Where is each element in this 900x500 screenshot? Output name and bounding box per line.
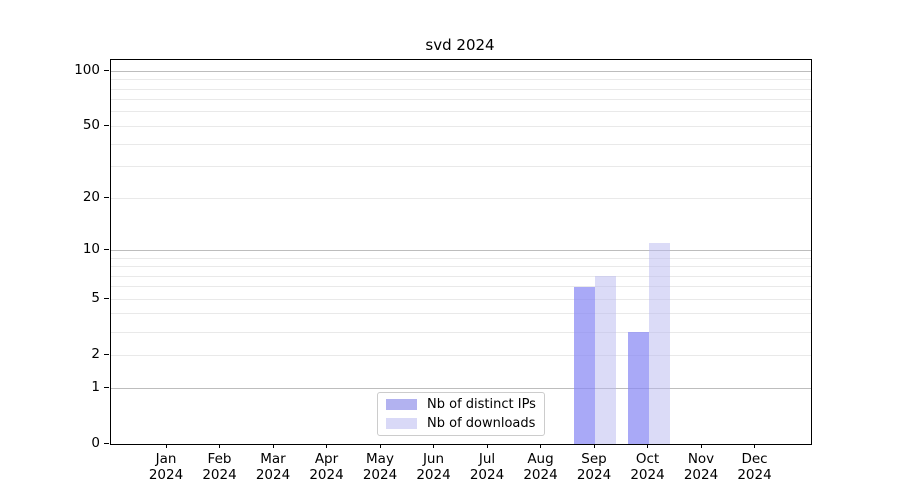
y-axis-tick-label: 100 [74, 62, 100, 79]
y-axis-tick-label: 5 [91, 290, 100, 307]
bar-downloads [648, 243, 670, 444]
y-gridline-minor [111, 99, 811, 101]
y-tick-mark [104, 297, 109, 299]
x-axis-tick-label: Aug 2024 [509, 451, 573, 483]
legend-item-downloads: Nb of downloads [386, 416, 536, 431]
legend-label-downloads: Nb of downloads [427, 415, 536, 431]
y-tick-mark [104, 386, 109, 388]
y-gridline-minor [111, 111, 811, 113]
x-tick-year: 2024 [737, 467, 772, 483]
x-tick-month: Oct [635, 451, 660, 467]
legend-swatch-downloads [386, 417, 417, 429]
x-tick-month: Aug [527, 451, 554, 467]
y-gridline-minor [111, 143, 811, 145]
legend: Nb of distinct IPs Nb of downloads [377, 392, 545, 436]
x-axis-tick-label: Sep 2024 [562, 451, 626, 483]
y-tick-mark [104, 353, 109, 355]
x-axis-tick-label: Jul 2024 [455, 451, 519, 483]
x-tick-month: Dec [741, 451, 768, 467]
y-gridline-minor [111, 331, 811, 333]
x-tick-year: 2024 [362, 467, 398, 483]
y-axis-tick-label: 1 [91, 379, 100, 395]
x-tick-month: Jul [478, 451, 496, 467]
bar-downloads [595, 276, 616, 444]
x-axis-tick-label: Nov 2024 [669, 451, 733, 483]
y-gridline-minor [111, 197, 811, 199]
x-tick-month: Feb [207, 451, 232, 467]
y-axis-tick-label: 10 [82, 241, 100, 258]
x-axis-tick-label: Apr 2024 [295, 451, 359, 483]
y-axis-tick-label: 2 [91, 346, 100, 363]
y-axis-tick-label: 20 [82, 189, 100, 206]
legend-label-distinct-ips: Nb of distinct IPs [427, 397, 536, 413]
y-gridline-minor [111, 266, 811, 267]
y-axis-tick-label: 0 [91, 435, 100, 451]
y-tick-mark [104, 69, 109, 71]
x-tick-year: 2024 [523, 467, 558, 483]
x-tick-month: Jan [155, 451, 177, 467]
x-axis-tick-label: Mar 2024 [241, 451, 305, 483]
y-gridline-minor [111, 257, 811, 259]
bar-distinct-ips [574, 286, 595, 444]
x-tick-mark [326, 444, 327, 448]
y-gridline-minor [111, 275, 811, 277]
x-tick-mark [165, 444, 167, 448]
y-axis-tick-label: 50 [82, 117, 100, 134]
x-tick-month: Mar [260, 451, 286, 467]
x-tick-mark [433, 444, 434, 448]
x-tick-mark [219, 444, 220, 448]
x-tick-month: Nov [687, 451, 715, 467]
y-gridline-minor [111, 79, 811, 81]
y-gridline-minor [111, 125, 811, 127]
legend-item-distinct-ips: Nb of distinct IPs [386, 397, 536, 412]
y-tick-mark [104, 196, 109, 198]
x-axis-tick-label: Feb 2024 [188, 451, 252, 483]
x-tick-year: 2024 [576, 467, 612, 483]
x-tick-mark [540, 444, 541, 448]
x-axis-tick-label: Dec 2024 [723, 451, 787, 483]
x-axis-tick-label: Jun 2024 [402, 451, 466, 483]
y-gridline-major [111, 387, 811, 389]
x-tick-mark [486, 444, 488, 448]
y-gridline-major [111, 249, 811, 251]
x-tick-year: 2024 [309, 467, 344, 483]
x-tick-month: Sep [581, 451, 607, 467]
y-gridline-minor [111, 166, 811, 168]
x-tick-mark [379, 444, 381, 448]
chart-title: svd 2024 [425, 36, 495, 54]
y-gridline-minor [111, 286, 811, 288]
x-tick-month: Jun [422, 451, 445, 467]
x-tick-year: 2024 [630, 467, 665, 483]
x-tick-mark [700, 444, 702, 448]
y-gridline-minor [111, 298, 811, 300]
x-tick-mark [754, 444, 755, 448]
y-gridline-minor [111, 88, 811, 90]
x-tick-year: 2024 [202, 467, 237, 483]
x-tick-year: 2024 [416, 467, 451, 483]
bar-distinct-ips [627, 332, 649, 444]
x-tick-mark [647, 444, 648, 448]
y-tick-mark [104, 248, 109, 250]
x-tick-year: 2024 [469, 467, 505, 483]
x-tick-month: Apr [314, 451, 339, 467]
x-tick-year: 2024 [148, 467, 184, 483]
legend-swatch-distinct-ips [386, 399, 417, 411]
y-gridline-major [111, 70, 811, 72]
x-tick-mark [272, 444, 274, 448]
plot-area [110, 59, 812, 445]
x-axis-tick-label: Oct 2024 [616, 451, 680, 483]
x-tick-year: 2024 [255, 467, 291, 483]
x-tick-mark [593, 444, 595, 448]
y-tick-mark [104, 442, 109, 444]
y-tick-mark [104, 124, 109, 126]
x-tick-year: 2024 [683, 467, 719, 483]
y-gridline-minor [111, 313, 811, 315]
y-gridline-minor [111, 354, 811, 356]
x-axis-tick-label: Jan 2024 [134, 451, 198, 483]
x-axis-tick-label: May 2024 [348, 451, 412, 483]
x-tick-month: May [366, 451, 394, 467]
